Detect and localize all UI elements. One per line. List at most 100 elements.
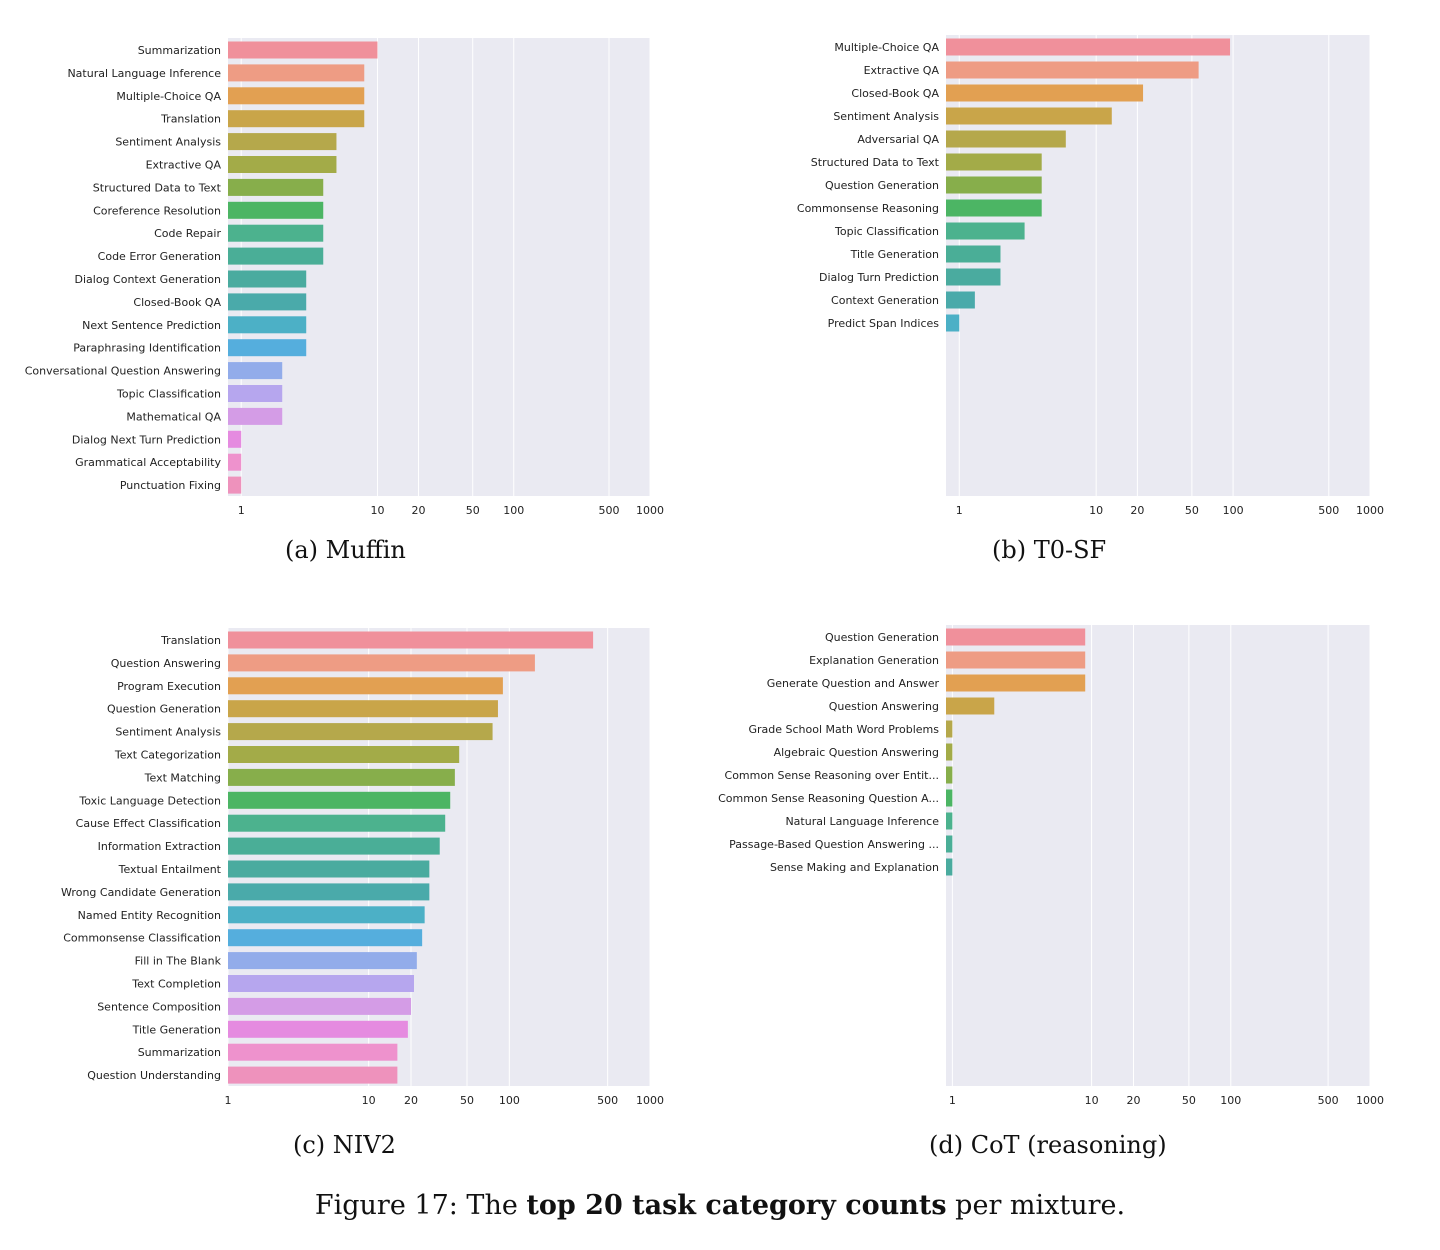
- category-label: Information Extraction: [98, 840, 221, 853]
- bar: [228, 293, 307, 311]
- category-label: Sentiment Analysis: [833, 110, 939, 123]
- category-label: Algebraic Question Answering: [774, 746, 939, 759]
- category-label: Passage-Based Question Answering ...: [729, 838, 939, 851]
- x-tick-label: 1: [238, 504, 245, 517]
- category-label: Next Sentence Prediction: [82, 319, 221, 332]
- x-tick-label: 100: [503, 504, 524, 517]
- category-label: Sentiment Analysis: [115, 136, 221, 149]
- caption-niv2: (c) NIV2: [293, 1131, 396, 1159]
- bar: [228, 1043, 398, 1061]
- bar: [946, 743, 953, 761]
- x-tick-label: 1000: [636, 504, 664, 517]
- bar: [228, 270, 307, 288]
- x-tick-label: 100: [499, 1094, 520, 1107]
- figure-caption: Figure 17: The top 20 task category coun…: [0, 1190, 1440, 1221]
- bar: [946, 314, 960, 332]
- bar: [946, 697, 995, 715]
- bar: [946, 176, 1042, 194]
- category-label: Title Generation: [132, 1023, 221, 1036]
- category-label: Toxic Language Detection: [78, 794, 221, 807]
- bar: [228, 407, 283, 425]
- category-label: Fill in The Blank: [135, 955, 222, 968]
- category-label: Dialog Turn Prediction: [819, 271, 939, 284]
- bar: [228, 133, 337, 151]
- x-tick-label: 50: [466, 504, 480, 517]
- category-label: Text Categorization: [114, 749, 221, 762]
- bar: [228, 41, 378, 59]
- bar: [946, 245, 1001, 263]
- chart-muffin: 1 10 20 50 100 500 1000 Summarization Natural La…: [25, 38, 664, 517]
- bar: [228, 430, 242, 448]
- plot-area: [946, 625, 1370, 1086]
- bar: [946, 766, 953, 784]
- bar: [946, 291, 975, 309]
- category-label: Coreference Resolution: [93, 204, 221, 217]
- bar: [228, 883, 430, 901]
- bar: [228, 952, 417, 970]
- bar: [228, 1066, 398, 1084]
- bar: [946, 222, 1025, 240]
- bar: [228, 476, 242, 494]
- plot-area: [228, 38, 650, 496]
- bar: [228, 110, 365, 128]
- category-label: Extractive QA: [146, 159, 222, 172]
- category-label: Natural Language Inference: [785, 815, 939, 828]
- x-tick-label: 1000: [1356, 1094, 1384, 1107]
- bar: [228, 997, 412, 1015]
- bar: [946, 130, 1066, 148]
- x-tick-label: 20: [404, 1094, 418, 1107]
- x-tick-label: 10: [370, 504, 384, 517]
- category-label: Summarization: [138, 1046, 221, 1059]
- category-label: Closed-Book QA: [851, 87, 939, 100]
- x-tick-label: 100: [1223, 504, 1244, 517]
- x-tick-label: 500: [598, 504, 619, 517]
- category-label: Question Understanding: [87, 1069, 221, 1082]
- bar: [228, 224, 324, 242]
- x-tick-label: 50: [1182, 1094, 1196, 1107]
- bar: [228, 385, 283, 402]
- bar: [228, 791, 451, 809]
- category-label: Translation: [160, 113, 221, 126]
- panel-niv2: 1 10 20 50 100 500 1000 Translation Question Ans…: [0, 590, 720, 1130]
- bar: [946, 61, 1199, 79]
- x-tick-label: 1: [225, 1094, 232, 1107]
- x-tick-label: 1: [956, 504, 963, 517]
- category-label: Summarization: [138, 44, 221, 57]
- category-label: Punctuation Fixing: [120, 479, 221, 492]
- x-tick-label: 1000: [1356, 504, 1384, 517]
- caption-muffin: (a) Muffin: [285, 536, 406, 564]
- x-tick-label: 10: [362, 1094, 376, 1107]
- bar: [228, 860, 430, 878]
- category-label: Translation: [160, 634, 221, 647]
- bar: [228, 362, 283, 380]
- category-label: Question Answering: [111, 657, 221, 670]
- category-label: Program Execution: [117, 680, 221, 693]
- category-label: Mathematical QA: [126, 410, 221, 423]
- category-label: Commonsense Reasoning: [797, 202, 939, 215]
- category-label: Closed-Book QA: [133, 296, 221, 309]
- bar: [228, 677, 503, 695]
- bar: [946, 199, 1042, 217]
- bar: [946, 153, 1042, 171]
- bar: [228, 453, 242, 471]
- category-label: Multiple-Choice QA: [116, 90, 221, 103]
- category-label: Named Entity Recognition: [78, 909, 221, 922]
- category-label: Sentence Composition: [97, 1000, 221, 1013]
- category-label: Multiple-Choice QA: [834, 41, 939, 54]
- bar: [946, 674, 1086, 692]
- bar: [946, 107, 1112, 125]
- category-label: Textual Entailment: [118, 863, 222, 876]
- bar: [228, 631, 594, 649]
- x-tick-label: 50: [460, 1094, 474, 1107]
- panel-cot: 1 10 20 50 100 500 1000 Question Generation Expl…: [718, 590, 1440, 1130]
- category-label: Cause Effect Classification: [76, 817, 221, 830]
- bar: [946, 628, 1086, 646]
- bar: [228, 700, 498, 718]
- bar: [228, 768, 455, 786]
- x-tick-label: 10: [1089, 504, 1103, 517]
- category-label: Natural Language Inference: [67, 67, 221, 80]
- bar: [946, 812, 953, 830]
- x-tick-label: 20: [1130, 504, 1144, 517]
- bar: [228, 1020, 408, 1038]
- bar: [228, 64, 365, 82]
